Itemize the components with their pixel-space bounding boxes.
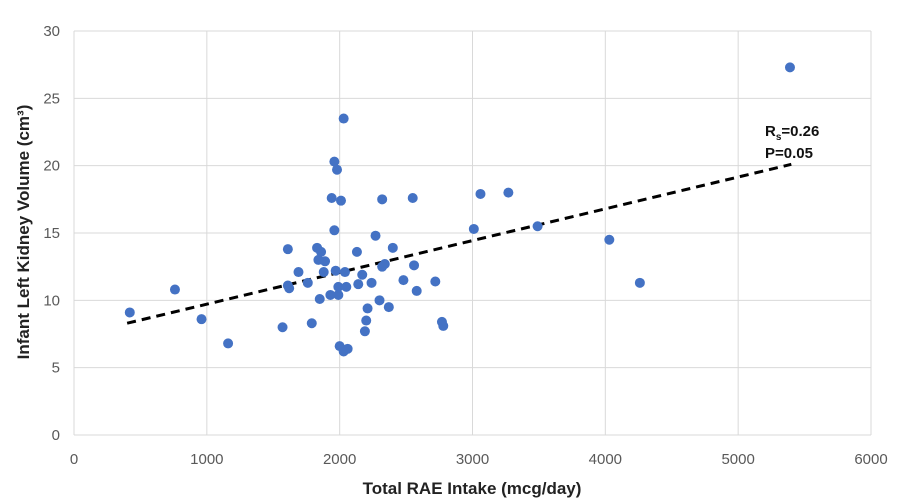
- data-point: [329, 156, 340, 167]
- rs-subscript: s: [776, 132, 782, 143]
- y-tick-label: 15: [43, 225, 60, 242]
- data-point: [379, 258, 390, 269]
- data-point: [359, 326, 370, 337]
- y-axis-title: Infant Left Kidney Volume (cm³): [14, 105, 33, 360]
- data-point: [430, 276, 441, 287]
- x-tick-label: 0: [70, 451, 78, 468]
- data-point: [370, 230, 381, 241]
- rs-main: R: [765, 123, 776, 140]
- data-point: [361, 315, 372, 326]
- data-point: [357, 269, 368, 280]
- data-point: [411, 285, 422, 296]
- data-point: [338, 113, 349, 124]
- data-point: [377, 194, 388, 205]
- data-point: [383, 302, 394, 313]
- data-point: [438, 320, 449, 331]
- p-value-annotation: P=0.05: [765, 145, 813, 162]
- x-tick-label: 5000: [721, 451, 754, 468]
- data-point: [320, 256, 331, 267]
- data-point: [362, 303, 373, 314]
- x-tick-labels: 0 1000 2000 3000 4000 5000 6000: [70, 451, 888, 468]
- data-point: [532, 221, 543, 232]
- data-point: [277, 322, 288, 333]
- y-tick-labels: 0 5 10 15 20 25 30: [43, 23, 60, 444]
- x-tick-label: 3000: [456, 451, 489, 468]
- data-point: [468, 223, 479, 234]
- data-point: [169, 284, 180, 295]
- data-point: [124, 307, 135, 318]
- y-tick-label: 5: [52, 360, 60, 377]
- data-point: [223, 338, 234, 349]
- data-point: [329, 225, 340, 236]
- data-point: [475, 188, 486, 199]
- x-tick-label: 2000: [323, 451, 356, 468]
- data-point: [407, 192, 418, 203]
- gridlines: [73, 30, 872, 436]
- correlation-annotation: Rs=0.26: [765, 123, 819, 143]
- data-point: [330, 265, 341, 276]
- y-tick-label: 30: [43, 23, 60, 40]
- rs-value: =0.26: [781, 123, 819, 140]
- data-point: [366, 277, 377, 288]
- data-point: [332, 164, 343, 175]
- y-tick-label: 25: [43, 90, 60, 107]
- x-tick-label: 1000: [190, 451, 223, 468]
- data-point: [604, 234, 615, 245]
- data-point: [398, 275, 409, 286]
- data-point: [342, 343, 353, 354]
- data-point: [282, 280, 293, 291]
- x-axis-title: Total RAE Intake (mcg/day): [363, 479, 582, 498]
- data-point: [318, 267, 329, 278]
- data-point: [339, 267, 350, 278]
- data-point: [351, 246, 362, 257]
- trendline: [126, 162, 792, 325]
- data-point: [409, 260, 420, 271]
- data-point: [314, 293, 325, 304]
- data-point: [374, 295, 385, 306]
- y-tick-label: 20: [43, 158, 60, 175]
- x-tick-label: 4000: [589, 451, 622, 468]
- data-point: [302, 277, 313, 288]
- data-point: [326, 192, 337, 203]
- y-tick-label: 10: [43, 292, 60, 309]
- data-point: [335, 195, 346, 206]
- data-point: [293, 267, 304, 278]
- data-point: [316, 246, 327, 257]
- data-point: [634, 277, 645, 288]
- x-tick-label: 6000: [854, 451, 887, 468]
- y-tick-label: 0: [52, 427, 60, 444]
- data-point: [503, 187, 514, 198]
- data-point: [341, 281, 352, 292]
- data-point: [325, 289, 336, 300]
- data-points: [124, 62, 795, 357]
- data-point: [784, 62, 795, 73]
- data-point: [333, 281, 344, 292]
- data-point: [306, 318, 317, 329]
- data-point: [196, 314, 207, 325]
- data-point: [387, 242, 398, 253]
- data-point: [282, 244, 293, 255]
- data-point: [333, 289, 344, 300]
- data-point: [353, 279, 364, 290]
